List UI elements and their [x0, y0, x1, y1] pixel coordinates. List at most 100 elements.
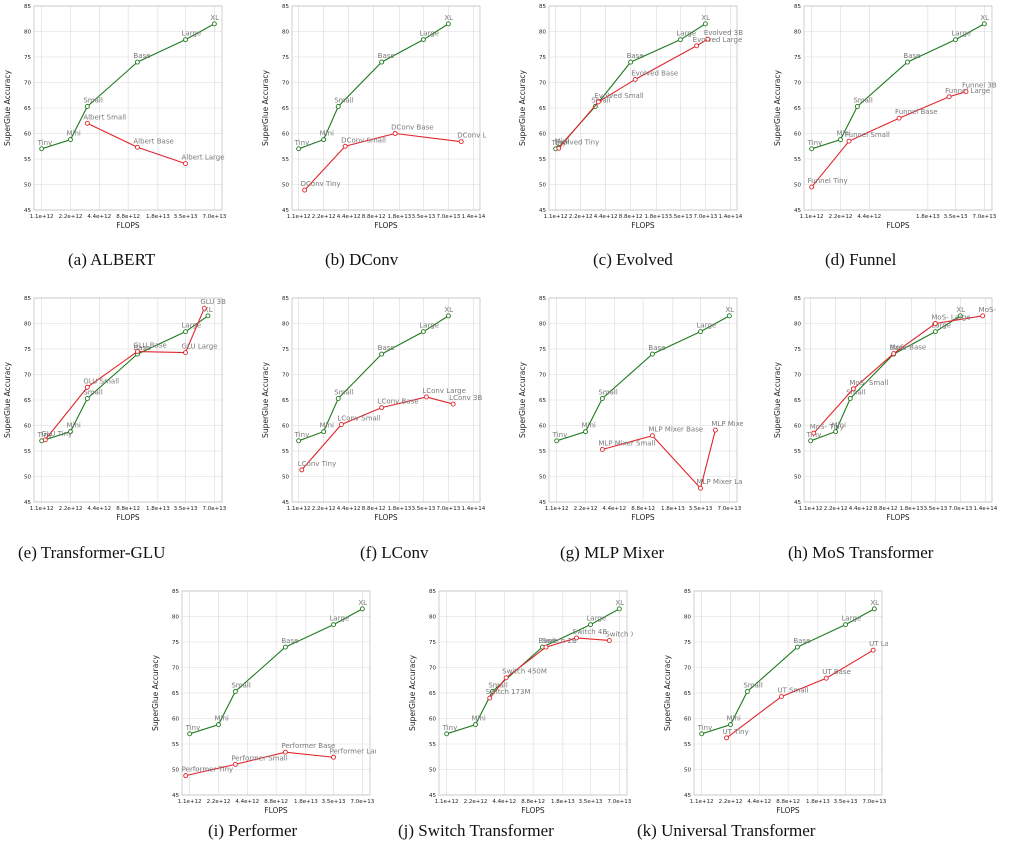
x-tick-label: 2.2e+12	[829, 214, 853, 220]
baseline-series-line	[810, 315, 961, 442]
y-tick-label: 50	[24, 183, 31, 189]
x-tick-label: 3.5e+13	[412, 506, 436, 512]
variant-series-line	[185, 751, 334, 777]
point-label: UT Small	[777, 687, 808, 695]
x-tick-label: 7.0e+13	[202, 214, 226, 220]
point-label: XL	[701, 14, 710, 22]
data-point	[205, 313, 211, 319]
data-point	[779, 694, 784, 700]
data-point	[632, 76, 638, 82]
y-tick-label: 60	[429, 717, 436, 723]
data-point	[808, 438, 814, 444]
x-tick-label: 4.4e+12	[337, 506, 361, 512]
point-label: LConv Small	[337, 414, 380, 422]
baseline-series-line	[41, 315, 209, 442]
data-point	[420, 37, 426, 43]
data-point	[42, 437, 48, 443]
y-tick-label: 85	[794, 4, 801, 10]
chart-panel-11: 45 50 55 60 65 70 75 80 85 1.1e+12 2.2e+12 4.4e+12 8…	[660, 585, 888, 817]
x-tick-label: 3.5e+13	[689, 506, 713, 512]
chart-panel-5: 45 50 55 60 65 70 75 80 85 1.1e+12 2.2e+12 4.4e+12 8…	[0, 292, 228, 524]
variant-series-line	[726, 649, 874, 739]
y-tick-label: 80	[172, 615, 179, 621]
x-tick-label: 7.0e+13	[717, 506, 741, 512]
data-point	[932, 329, 938, 335]
x-axis-label: FLOPS	[631, 221, 655, 230]
point-label: Tiny	[185, 724, 201, 732]
y-tick-label: 60	[24, 424, 31, 430]
x-tick-label: 2.2e+12	[59, 506, 83, 512]
x-tick-label: 4.4e+12	[337, 214, 361, 220]
data-point	[823, 675, 829, 681]
point-label: UT Base	[822, 668, 851, 676]
x-tick-label: 3.5e+13	[834, 799, 858, 805]
point-label: Tiny	[294, 431, 310, 439]
y-tick-label: 75	[172, 640, 179, 646]
figure-caption: (a) ALBERT	[68, 250, 156, 269]
data-point	[183, 350, 188, 356]
data-point	[588, 622, 593, 628]
x-tick-label: 7.0e+13	[862, 799, 886, 805]
x-tick-label: 8.8e+12	[776, 799, 800, 805]
point-label: Mini	[471, 715, 485, 723]
data-point	[68, 137, 73, 143]
point-label: XL	[444, 14, 453, 22]
x-tick-label: 1.8e+13	[916, 214, 940, 220]
y-tick-label: 65	[429, 691, 436, 697]
y-tick-label: 55	[684, 742, 691, 748]
y-axis-label: SuperGlue Accuracy	[773, 362, 782, 438]
y-axis-label: SuperGlue Accuracy	[261, 70, 270, 146]
y-tick-label: 85	[172, 589, 179, 595]
x-tick-label: 3.5e+13	[669, 214, 693, 220]
point-label: Tiny	[442, 724, 458, 732]
data-point	[342, 143, 348, 149]
point-label: Small	[231, 681, 250, 689]
baseline-series-line	[189, 608, 363, 735]
y-tick-label: 55	[24, 157, 31, 163]
x-tick-label: 8.8e+12	[264, 799, 288, 805]
point-label: MLP Mixer 3B	[711, 420, 743, 428]
x-tick-label: 8.8e+12	[874, 506, 898, 512]
x-tick-label: 2.2e+12	[312, 506, 336, 512]
x-tick-label: 1.1e+12	[800, 214, 824, 220]
point-label: Performer Small	[231, 754, 287, 762]
y-tick-label: 75	[282, 55, 289, 61]
y-tick-label: 70	[24, 373, 31, 379]
point-label: MoS- 3B	[979, 306, 998, 314]
y-tick-label: 45	[282, 500, 289, 506]
y-tick-label: 85	[429, 589, 436, 595]
y-tick-label: 50	[539, 475, 546, 481]
x-axis-label: FLOPS	[776, 806, 800, 815]
point-label: XL	[444, 306, 453, 314]
y-tick-label: 60	[282, 132, 289, 138]
x-tick-label: 1.4e+14	[718, 214, 742, 220]
y-axis-label: SuperGlue Accuracy	[151, 655, 160, 731]
point-label: Funnel Small	[845, 131, 890, 139]
point-label: Tiny	[294, 139, 310, 147]
y-tick-label: 60	[24, 132, 31, 138]
x-tick-label: 1.4e+14	[973, 506, 997, 512]
point-label: Switch 450M	[502, 668, 547, 676]
data-point	[599, 447, 605, 452]
y-tick-label: 60	[794, 424, 801, 430]
point-label: Funnel Tiny	[808, 177, 848, 185]
data-point	[444, 731, 450, 737]
y-tick-label: 45	[794, 500, 801, 506]
data-point	[423, 394, 429, 400]
data-point	[232, 689, 238, 694]
y-tick-label: 75	[24, 347, 31, 353]
figure-caption: (d) Funnel	[825, 250, 897, 269]
point-label: Mini	[836, 130, 850, 138]
data-point	[583, 429, 588, 435]
y-tick-label: 85	[282, 296, 289, 302]
x-axis-label: FLOPS	[116, 513, 140, 522]
data-point	[134, 144, 140, 150]
x-tick-label: 3.5e+13	[174, 506, 198, 512]
baseline-series-line	[298, 23, 449, 150]
point-label: Large	[419, 30, 439, 38]
